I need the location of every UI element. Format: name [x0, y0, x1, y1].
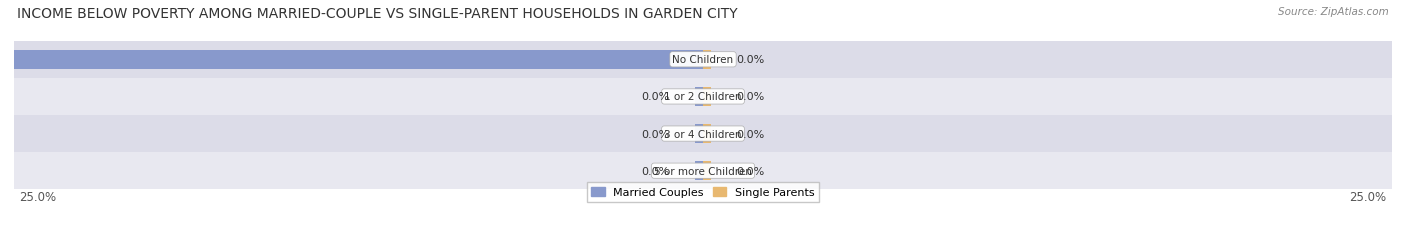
- Text: 25.0%: 25.0%: [1350, 190, 1386, 203]
- Text: 0.0%: 0.0%: [737, 92, 765, 102]
- Bar: [703, 124, 711, 144]
- Bar: [14, 50, 703, 70]
- Text: 25.0%: 25.0%: [20, 190, 56, 203]
- Text: 0.0%: 0.0%: [737, 55, 765, 65]
- Legend: Married Couples, Single Parents: Married Couples, Single Parents: [586, 182, 820, 202]
- Bar: [14, 79, 1392, 116]
- Text: 0.0%: 0.0%: [641, 129, 669, 139]
- Bar: [695, 87, 703, 107]
- Bar: [703, 87, 711, 107]
- Text: No Children: No Children: [672, 55, 734, 65]
- Bar: [703, 50, 711, 70]
- Bar: [14, 116, 1392, 152]
- Text: 0.0%: 0.0%: [641, 92, 669, 102]
- Text: 0.0%: 0.0%: [737, 129, 765, 139]
- Bar: [14, 152, 1392, 189]
- Bar: [695, 161, 703, 181]
- Bar: [703, 161, 711, 181]
- Text: 0.0%: 0.0%: [737, 166, 765, 176]
- Text: 1 or 2 Children: 1 or 2 Children: [664, 92, 742, 102]
- Text: INCOME BELOW POVERTY AMONG MARRIED-COUPLE VS SINGLE-PARENT HOUSEHOLDS IN GARDEN : INCOME BELOW POVERTY AMONG MARRIED-COUPL…: [17, 7, 738, 21]
- Bar: [695, 124, 703, 144]
- Text: Source: ZipAtlas.com: Source: ZipAtlas.com: [1278, 7, 1389, 17]
- Text: 5 or more Children: 5 or more Children: [654, 166, 752, 176]
- Bar: [14, 42, 1392, 79]
- Text: 0.0%: 0.0%: [641, 166, 669, 176]
- Text: 3 or 4 Children: 3 or 4 Children: [664, 129, 742, 139]
